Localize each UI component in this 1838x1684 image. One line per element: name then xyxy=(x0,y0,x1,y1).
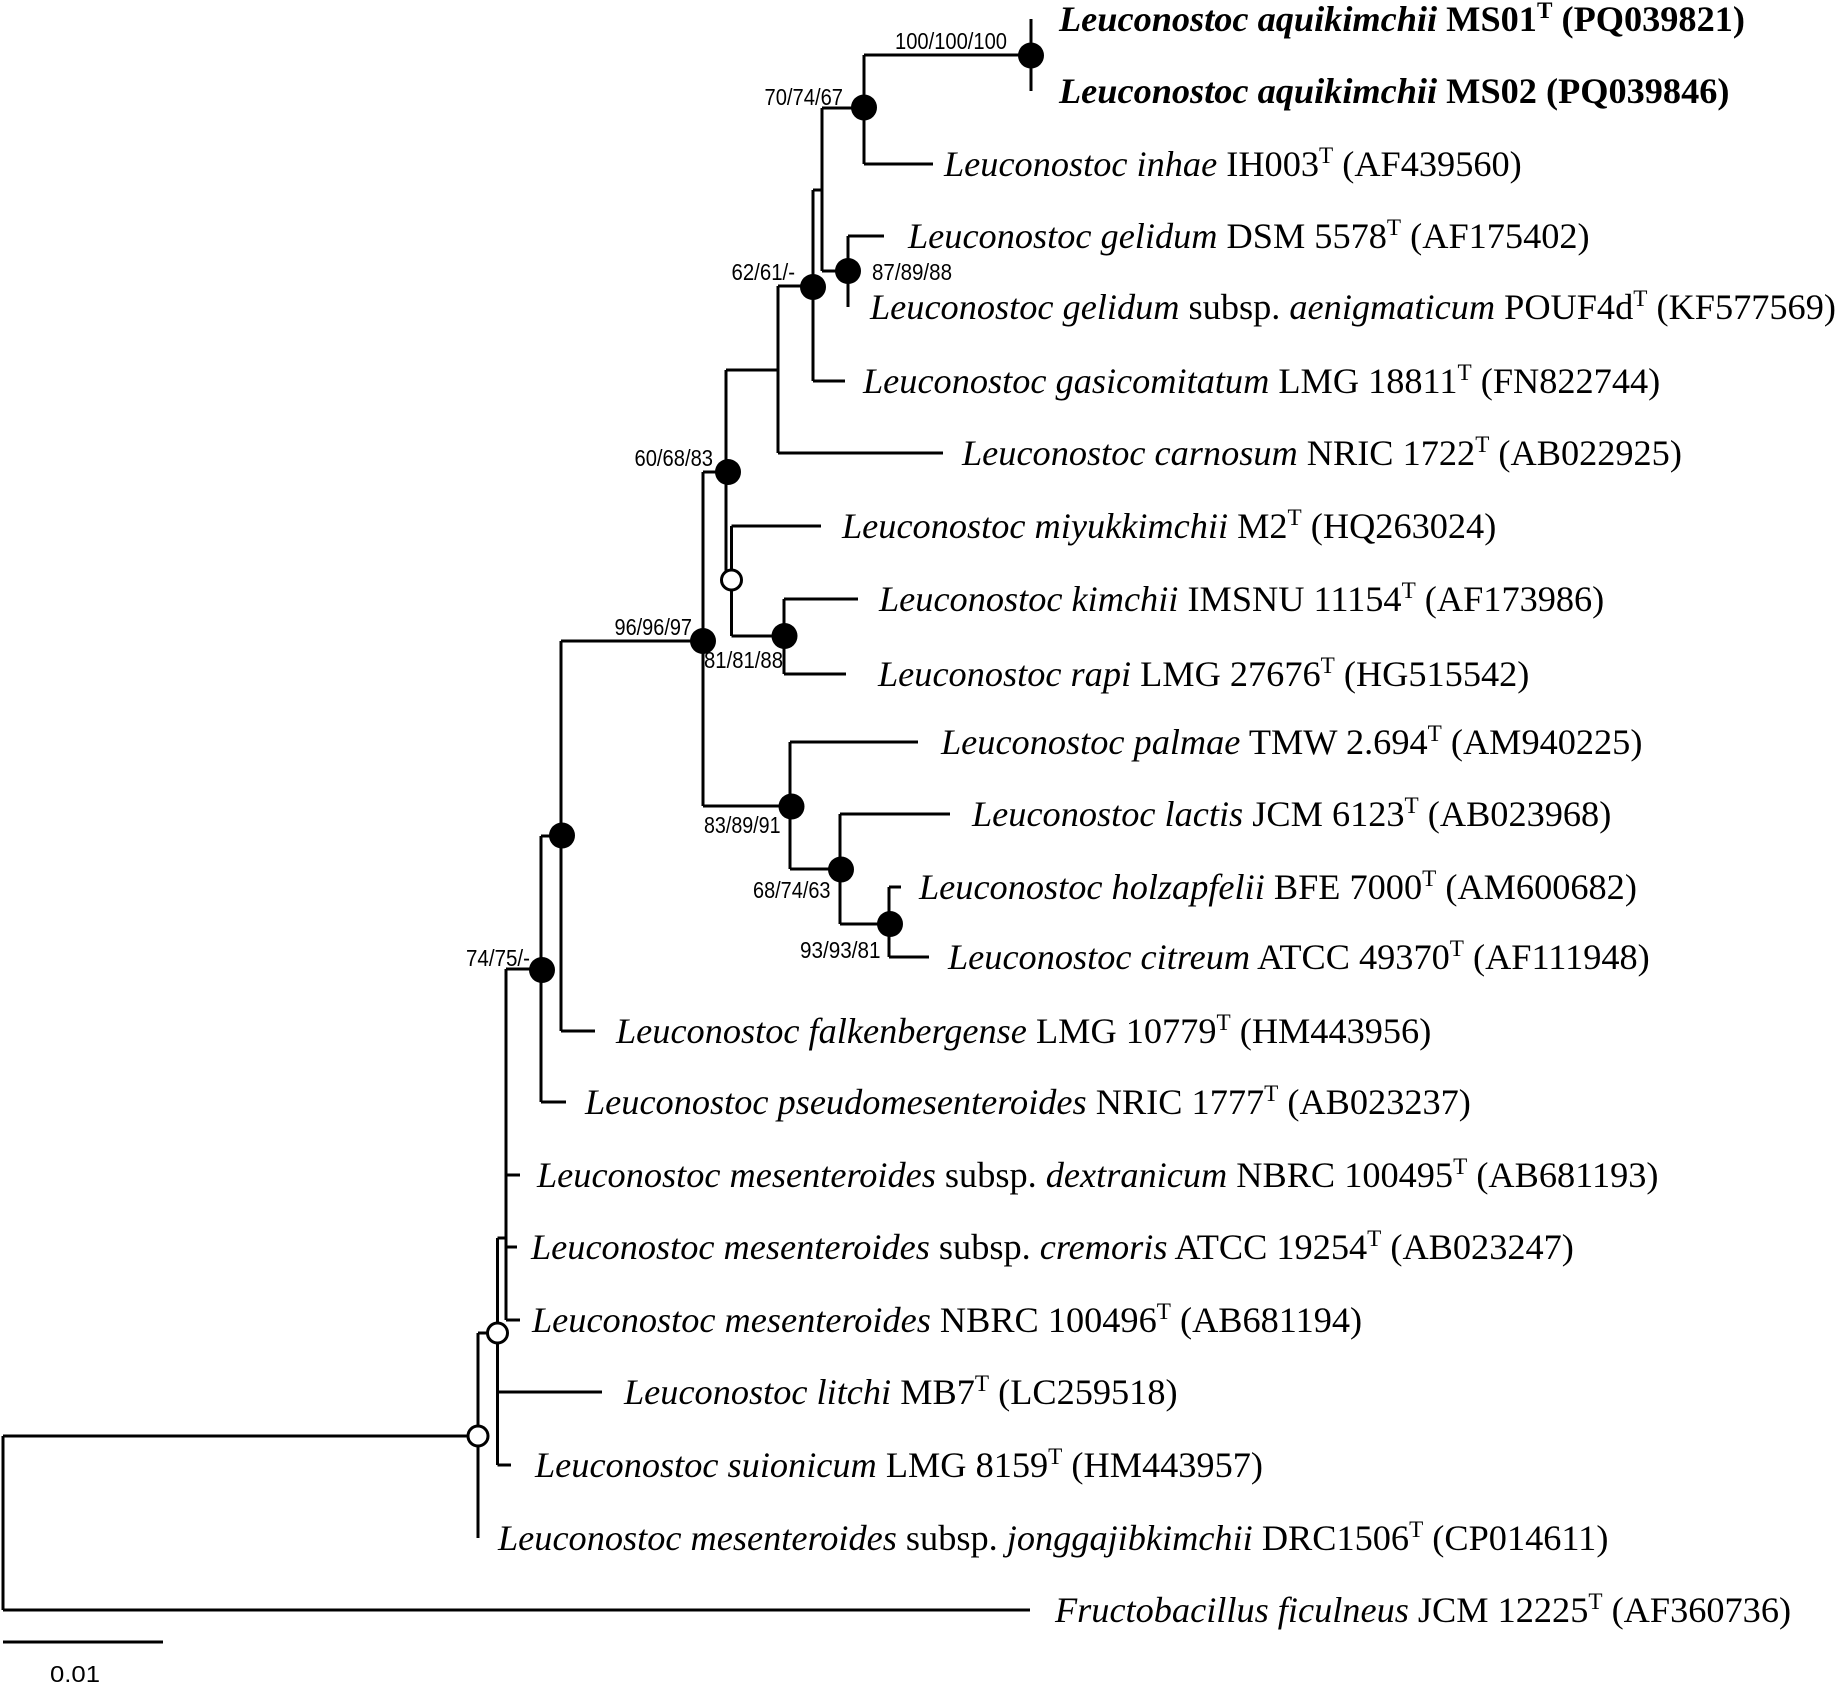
svg-text:Leuconostoc citreum ATCC 49370: Leuconostoc citreum ATCC 49370T​ (AF1119… xyxy=(947,936,1650,977)
svg-text:Leuconostoc inhae IH003T​ (AF4: Leuconostoc inhae IH003T​ (AF439560) xyxy=(943,143,1522,184)
svg-text:Leuconostoc mesenteroides subs: Leuconostoc mesenteroides subsp. dextran… xyxy=(536,1154,1658,1195)
svg-text:68/74/63: 68/74/63 xyxy=(753,877,831,903)
svg-text:Leuconostoc suionicum LMG 8159: Leuconostoc suionicum LMG 8159T​ (HM4439… xyxy=(534,1444,1263,1485)
svg-text:Leuconostoc aquikimchii MS01T​: Leuconostoc aquikimchii MS01T​ (PQ039821… xyxy=(1058,0,1745,39)
svg-text:96/96/97: 96/96/97 xyxy=(615,614,693,640)
svg-text:Leuconostoc gasicomitatum LMG: Leuconostoc gasicomitatum LMG 18811T​ (F… xyxy=(862,360,1660,401)
svg-text:Leuconostoc mesenteroides subs: Leuconostoc mesenteroides subsp. jonggaj… xyxy=(497,1517,1608,1558)
svg-text:Leuconostoc lactis JCM 6123T​: Leuconostoc lactis JCM 6123T​ (AB023968) xyxy=(971,793,1611,834)
svg-text:Leuconostoc holzapfelii BFE 70: Leuconostoc holzapfelii BFE 7000T​ (AM60… xyxy=(918,866,1637,907)
svg-text:Leuconostoc miyukkimchii M2T​: Leuconostoc miyukkimchii M2T​ (HQ263024) xyxy=(841,505,1496,546)
svg-text:Leuconostoc mesenteroides subs: Leuconostoc mesenteroides subsp. cremori… xyxy=(530,1226,1574,1267)
svg-text:Leuconostoc rapi LMG 27676T​ (: Leuconostoc rapi LMG 27676T​ (HG515542) xyxy=(877,653,1529,694)
svg-text:74/75/-: 74/75/- xyxy=(466,945,530,971)
svg-text:93/93/81: 93/93/81 xyxy=(800,937,881,963)
svg-text:Leuconostoc aquikimchii MS02 (: Leuconostoc aquikimchii MS02 (PQ039846) xyxy=(1058,71,1729,111)
svg-text:70/74/67: 70/74/67 xyxy=(765,84,844,110)
svg-text:Leuconostoc carnosum NRIC 1722: Leuconostoc carnosum NRIC 1722T​ (AB0229… xyxy=(961,432,1682,473)
svg-text:Leuconostoc gelidum subsp. aen: Leuconostoc gelidum subsp. aenigmaticum … xyxy=(869,286,1836,327)
svg-text:0.01: 0.01 xyxy=(50,1661,100,1684)
svg-text:Fructobacillus ficulneus JCM 1: Fructobacillus ficulneus JCM 12225T​ (AF… xyxy=(1054,1589,1791,1630)
svg-text:Leuconostoc pseudomesenteroide: Leuconostoc pseudomesenteroides NRIC 177… xyxy=(584,1081,1471,1122)
svg-text:83/89/91: 83/89/91 xyxy=(704,812,781,838)
svg-text:81/81/88: 81/81/88 xyxy=(704,647,783,673)
svg-text:Leuconostoc falkenbergense LMG: Leuconostoc falkenbergense LMG 10779T​ (… xyxy=(615,1010,1431,1051)
svg-text:Leuconostoc litchi MB7T​ (LC25: Leuconostoc litchi MB7T​ (LC259518) xyxy=(623,1371,1178,1412)
svg-text:Leuconostoc kimchii IMSNU 1115: Leuconostoc kimchii IMSNU 11154T​ (AF173… xyxy=(878,578,1604,619)
svg-text:Leuconostoc mesenteroides NBRC: Leuconostoc mesenteroides NBRC 100496T​ … xyxy=(531,1299,1362,1340)
svg-text:60/68/83: 60/68/83 xyxy=(635,445,714,471)
svg-text:100/100/100: 100/100/100 xyxy=(895,28,1007,54)
svg-text:Leuconostoc palmae TMW 2.694T​: Leuconostoc palmae TMW 2.694T​ (AM940225… xyxy=(940,721,1642,762)
svg-text:87/89/88: 87/89/88 xyxy=(872,259,952,285)
svg-text:Leuconostoc gelidum DSM 5578T​: Leuconostoc gelidum DSM 5578T​ (AF175402… xyxy=(907,215,1590,256)
svg-text:62/61/-: 62/61/- xyxy=(732,259,796,285)
